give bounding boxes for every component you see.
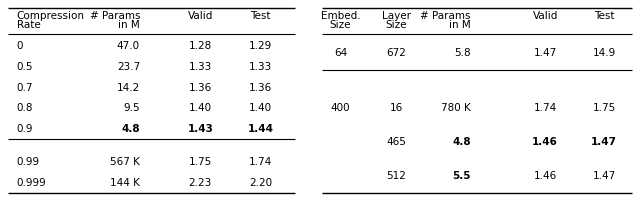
Text: # Params: # Params <box>420 11 471 21</box>
Text: 1.47: 1.47 <box>591 137 617 147</box>
Text: 0.8: 0.8 <box>17 103 33 113</box>
Text: 47.0: 47.0 <box>117 41 140 51</box>
Text: 1.47: 1.47 <box>534 48 557 58</box>
Text: 1.43: 1.43 <box>188 124 213 134</box>
Text: Valid: Valid <box>188 11 213 21</box>
Text: 0.5: 0.5 <box>17 62 33 72</box>
Text: 1.36: 1.36 <box>249 83 272 93</box>
Text: 1.75: 1.75 <box>593 103 616 113</box>
Text: 4.8: 4.8 <box>122 124 140 134</box>
Text: Rate: Rate <box>17 20 40 30</box>
Text: 1.29: 1.29 <box>249 41 272 51</box>
Text: Size: Size <box>386 20 407 30</box>
Text: Layer: Layer <box>382 11 411 21</box>
Text: 16: 16 <box>390 103 403 113</box>
Text: Test: Test <box>250 11 271 21</box>
Text: 0.99: 0.99 <box>17 157 40 167</box>
Text: 780 K: 780 K <box>441 103 471 113</box>
Text: 23.7: 23.7 <box>116 62 140 72</box>
Text: 0.999: 0.999 <box>17 178 46 188</box>
Text: 1.46: 1.46 <box>534 171 557 181</box>
Text: 465: 465 <box>387 137 406 147</box>
Text: Test: Test <box>594 11 614 21</box>
Text: 1.75: 1.75 <box>189 157 212 167</box>
Text: 1.28: 1.28 <box>189 41 212 51</box>
Text: 567 K: 567 K <box>110 157 140 167</box>
Text: 1.40: 1.40 <box>189 103 212 113</box>
Text: 0.9: 0.9 <box>17 124 33 134</box>
Text: 2.23: 2.23 <box>189 178 212 188</box>
Text: 1.33: 1.33 <box>189 62 212 72</box>
Text: 4.8: 4.8 <box>452 137 471 147</box>
Text: Valid: Valid <box>532 11 558 21</box>
Text: 1.46: 1.46 <box>532 137 558 147</box>
Text: Size: Size <box>330 20 351 30</box>
Text: 5.5: 5.5 <box>452 171 471 181</box>
Text: 1.47: 1.47 <box>593 171 616 181</box>
Text: 0.7: 0.7 <box>17 83 33 93</box>
Text: 1.40: 1.40 <box>249 103 272 113</box>
Text: 14.2: 14.2 <box>116 83 140 93</box>
Text: 0: 0 <box>17 41 23 51</box>
Text: # Params: # Params <box>90 11 140 21</box>
Text: 2.20: 2.20 <box>249 178 272 188</box>
Text: 1.36: 1.36 <box>189 83 212 93</box>
Text: 672: 672 <box>387 48 406 58</box>
Text: 1.74: 1.74 <box>249 157 272 167</box>
Text: 1.44: 1.44 <box>248 124 273 134</box>
Text: Compression: Compression <box>17 11 84 21</box>
Text: in M: in M <box>118 20 140 30</box>
Text: 1.74: 1.74 <box>534 103 557 113</box>
Text: in M: in M <box>449 20 471 30</box>
Text: 5.8: 5.8 <box>454 48 471 58</box>
Text: 144 K: 144 K <box>110 178 140 188</box>
Text: 9.5: 9.5 <box>124 103 140 113</box>
Text: 1.33: 1.33 <box>249 62 272 72</box>
Text: 14.9: 14.9 <box>593 48 616 58</box>
Text: Embed.: Embed. <box>321 11 360 21</box>
Text: 512: 512 <box>387 171 406 181</box>
Text: 64: 64 <box>334 48 348 58</box>
Text: 400: 400 <box>331 103 351 113</box>
